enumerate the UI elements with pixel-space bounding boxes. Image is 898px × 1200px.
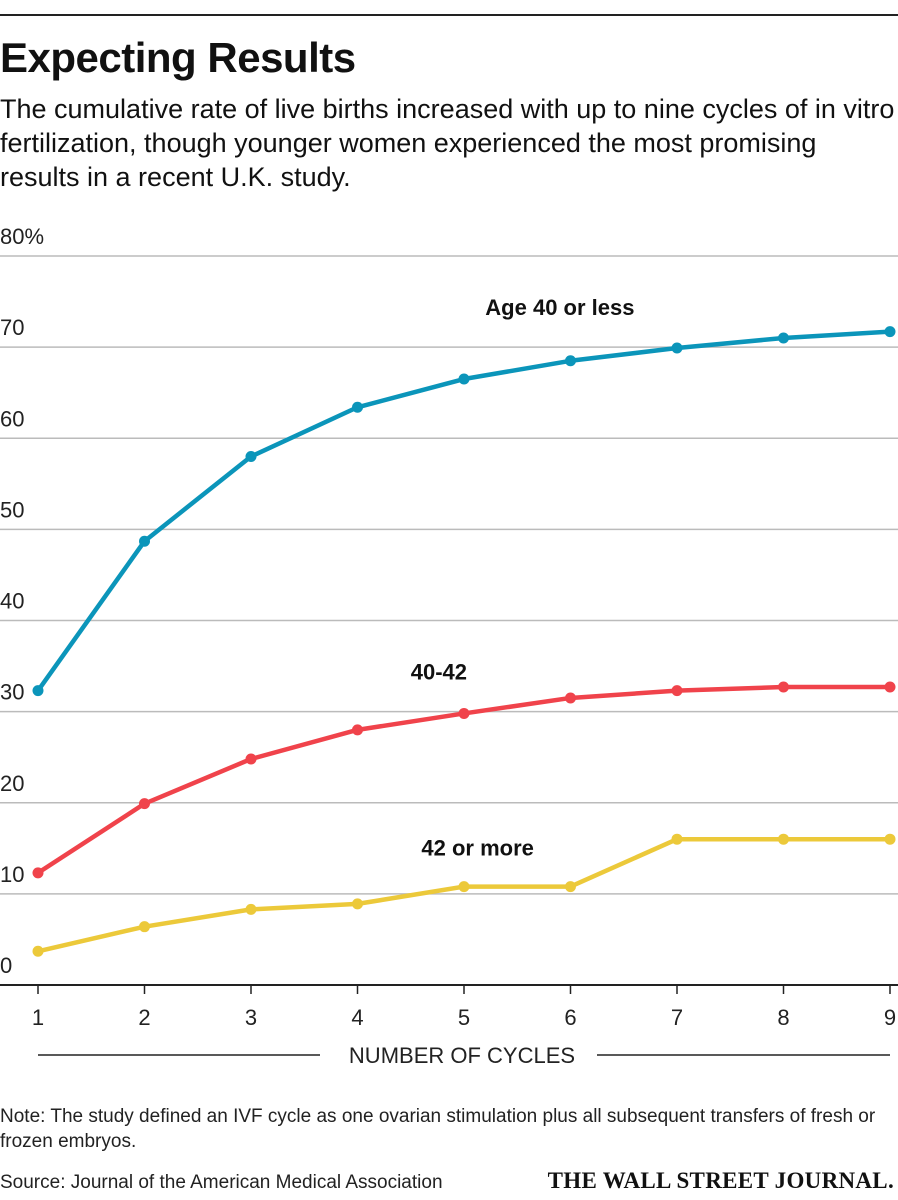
data-point (139, 921, 150, 933)
y-tick-label: 20 (0, 771, 24, 796)
data-point (778, 332, 789, 344)
y-tick-label: 60 (0, 406, 24, 431)
data-point (884, 681, 896, 693)
top-rule (0, 14, 898, 16)
data-point (884, 326, 896, 338)
wsj-logo: THE WALL STREET JOURNAL. (547, 1168, 894, 1193)
y-tick-label: 0 (0, 953, 12, 978)
series-label: 40-42 (411, 660, 467, 685)
data-point (352, 401, 363, 413)
data-point (32, 685, 44, 697)
x-tick-label: 3 (245, 1005, 257, 1030)
data-point (352, 898, 363, 910)
data-point (565, 692, 576, 704)
data-point (565, 881, 576, 893)
x-tick-label: 4 (351, 1005, 363, 1030)
x-tick-label: 7 (671, 1005, 683, 1030)
data-point (245, 753, 257, 765)
data-point (139, 535, 150, 547)
x-tick-label: 8 (777, 1005, 789, 1030)
data-point (565, 355, 576, 367)
x-tick-label: 6 (564, 1005, 576, 1030)
line-chart: 0 10 20 30 40 50 60 70 80% 1 2 3 4 5 6 7 8 9 NUMBER OF CYC… (0, 224, 898, 1068)
y-tick-label: 80% (0, 224, 44, 249)
data-point (458, 881, 470, 893)
chart-note: Note: The study defined an IVF cycle as … (0, 1106, 876, 1152)
chart-source: Source: Journal of the American Medical … (0, 1172, 443, 1193)
series-label: 42 or more (421, 836, 534, 861)
data-point (458, 707, 470, 719)
x-tick-label: 1 (32, 1005, 44, 1030)
data-point (884, 833, 896, 845)
y-tick-label: 10 (0, 862, 24, 887)
data-point (671, 833, 683, 845)
series-label: Age 40 or less (485, 295, 634, 320)
data-point (778, 681, 789, 693)
chart-title: Expecting Results (0, 34, 356, 81)
data-point (458, 373, 470, 385)
data-point (139, 798, 150, 810)
chart-subtitle: The cumulative rate of live births incre… (0, 94, 895, 192)
data-point (352, 724, 363, 736)
x-axis-label: NUMBER OF CYCLES (349, 1043, 575, 1068)
data-point (245, 450, 257, 462)
data-point (671, 685, 683, 697)
data-point (32, 867, 44, 879)
y-tick-label: 30 (0, 680, 24, 705)
data-point (245, 903, 257, 915)
x-tick-label: 5 (458, 1005, 470, 1030)
y-tick-label: 40 (0, 589, 24, 614)
data-point (671, 342, 683, 354)
y-tick-label: 70 (0, 315, 24, 340)
series-line (36, 329, 891, 692)
data-point (778, 833, 789, 845)
x-tick-label: 2 (138, 1005, 150, 1030)
y-tick-label: 50 (0, 497, 24, 522)
data-point (32, 945, 44, 957)
x-tick-label: 9 (884, 1005, 896, 1030)
